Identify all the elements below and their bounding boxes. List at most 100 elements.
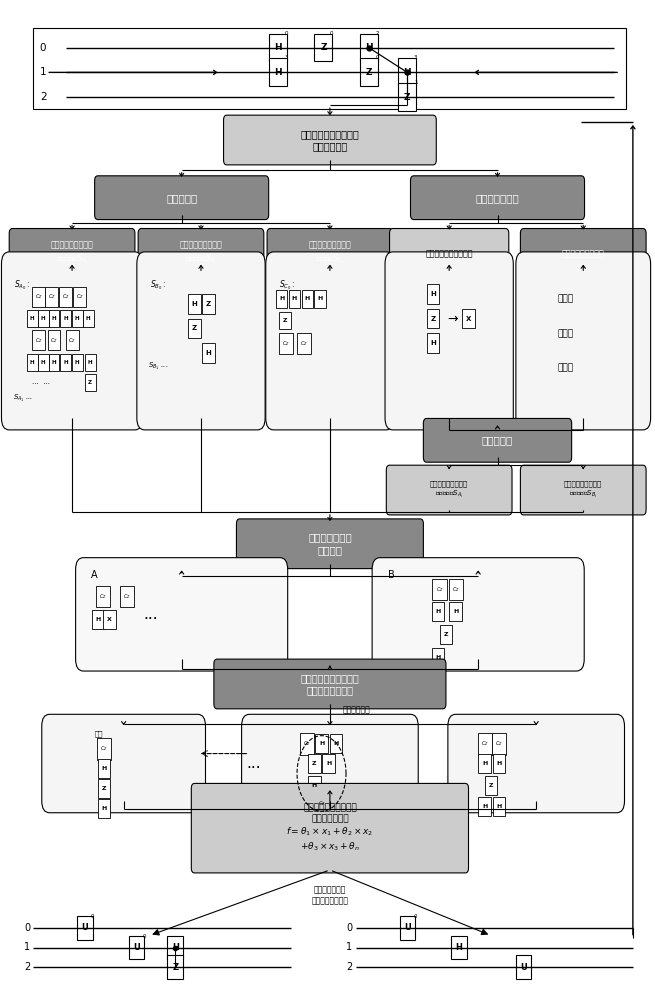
Text: H: H	[52, 360, 56, 365]
Text: H: H	[455, 943, 462, 952]
Text: ...: ...	[246, 756, 261, 771]
Text: 0: 0	[285, 31, 288, 36]
Text: 新一代染色体: 新一代染色体	[343, 706, 371, 715]
FancyBboxPatch shape	[515, 955, 531, 979]
FancyBboxPatch shape	[72, 310, 83, 327]
FancyBboxPatch shape	[314, 34, 333, 61]
FancyBboxPatch shape	[267, 229, 393, 278]
Text: $\rightarrow$: $\rightarrow$	[445, 312, 459, 325]
FancyBboxPatch shape	[449, 602, 462, 621]
FancyBboxPatch shape	[493, 797, 505, 816]
Text: ...: ...	[143, 607, 158, 622]
Text: Z: Z	[430, 316, 436, 322]
Text: 等价替换编码集: 等价替换编码集	[476, 193, 519, 203]
Text: 1: 1	[40, 67, 47, 77]
FancyBboxPatch shape	[48, 310, 60, 327]
FancyBboxPatch shape	[42, 714, 206, 813]
Text: 突变: 突变	[94, 730, 103, 737]
FancyBboxPatch shape	[462, 309, 475, 328]
Text: Z: Z	[172, 963, 178, 972]
FancyBboxPatch shape	[168, 955, 183, 979]
FancyBboxPatch shape	[426, 309, 440, 328]
Text: H: H	[75, 316, 79, 321]
Text: 规则一: 规则一	[557, 294, 574, 303]
Text: Z: Z	[404, 93, 411, 102]
Text: H: H	[333, 741, 339, 746]
Text: X: X	[466, 316, 471, 322]
Text: H: H	[319, 741, 324, 746]
FancyBboxPatch shape	[411, 176, 584, 220]
FancyBboxPatch shape	[432, 579, 447, 600]
Text: 1: 1	[346, 942, 352, 952]
FancyBboxPatch shape	[32, 330, 45, 350]
Text: H: H	[482, 804, 487, 809]
Text: $S_{B_0}:$: $S_{B_0}:$	[150, 279, 166, 292]
Text: Z: Z	[102, 786, 107, 791]
FancyBboxPatch shape	[386, 465, 512, 515]
Text: 基于量子线路计算量的
适应度评价方法
$f=\theta_1\times x_1+\theta_2\times x_2$
$+\theta_3\times x_: 基于量子线路计算量的 适应度评价方法 $f=\theta_1\times x_1…	[286, 803, 373, 853]
Text: H: H	[41, 360, 45, 365]
FancyBboxPatch shape	[360, 34, 378, 61]
Text: H: H	[496, 804, 502, 809]
Text: 3: 3	[414, 55, 417, 60]
Text: 基于树结构的量子门染
色体初代表示: 基于树结构的量子门染 色体初代表示	[301, 129, 360, 151]
Text: 0: 0	[413, 914, 417, 919]
FancyBboxPatch shape	[451, 936, 466, 959]
FancyBboxPatch shape	[479, 797, 491, 816]
FancyBboxPatch shape	[479, 754, 491, 773]
Text: H: H	[326, 761, 331, 766]
FancyBboxPatch shape	[97, 738, 111, 760]
FancyBboxPatch shape	[168, 936, 183, 959]
FancyBboxPatch shape	[84, 374, 96, 391]
FancyBboxPatch shape	[242, 714, 419, 813]
Text: Z: Z	[365, 68, 372, 77]
Text: Z: Z	[88, 380, 92, 385]
Text: Z: Z	[206, 301, 212, 307]
FancyBboxPatch shape	[398, 83, 417, 111]
Text: 双比特量子门融合树
结构编码集$S_{A_i}$: 双比特量子门融合树 结构编码集$S_{A_i}$	[430, 480, 468, 500]
FancyBboxPatch shape	[98, 799, 111, 818]
Text: 2: 2	[375, 31, 379, 36]
FancyBboxPatch shape	[83, 310, 94, 327]
Text: 规则三: 规则三	[557, 364, 574, 373]
Text: 0: 0	[375, 55, 379, 60]
Text: H: H	[102, 806, 107, 811]
Text: 等价替换树结构编码集: 等价替换树结构编码集	[425, 249, 473, 258]
Text: $C_Z$: $C_Z$	[436, 585, 443, 594]
Text: Z: Z	[320, 43, 327, 52]
FancyBboxPatch shape	[449, 579, 462, 600]
Text: 赌轮选择法生成
父染色体: 赌轮选择法生成 父染色体	[308, 533, 352, 555]
Text: H: H	[292, 296, 297, 301]
Text: B: B	[388, 570, 394, 580]
FancyBboxPatch shape	[9, 229, 135, 278]
Text: H: H	[430, 291, 436, 297]
Text: $S_{A_0}:$: $S_{A_0}:$	[14, 279, 31, 292]
Text: H: H	[64, 316, 68, 321]
Text: H: H	[365, 43, 373, 52]
FancyBboxPatch shape	[138, 229, 264, 278]
Text: U: U	[133, 943, 140, 952]
Text: H: H	[29, 360, 35, 365]
FancyBboxPatch shape	[440, 625, 452, 644]
Text: $C_Z$: $C_Z$	[282, 339, 290, 348]
Text: Z: Z	[192, 325, 197, 331]
FancyBboxPatch shape	[426, 333, 440, 353]
FancyBboxPatch shape	[400, 916, 415, 940]
Text: $C_Z$: $C_Z$	[100, 744, 108, 753]
FancyBboxPatch shape	[45, 287, 58, 307]
Text: H: H	[453, 609, 458, 614]
Text: 0: 0	[346, 923, 352, 933]
FancyBboxPatch shape	[432, 648, 444, 667]
Text: A: A	[91, 570, 98, 580]
FancyBboxPatch shape	[520, 229, 646, 278]
FancyBboxPatch shape	[385, 252, 514, 430]
Text: H: H	[436, 609, 441, 614]
FancyBboxPatch shape	[73, 287, 86, 307]
Text: 所有量子门单根树结
构编码集$S_{C_i}$: 所有量子门单根树结 构编码集$S_{C_i}$	[309, 241, 351, 266]
Text: H: H	[482, 761, 487, 766]
Text: H: H	[29, 316, 35, 321]
FancyBboxPatch shape	[202, 294, 215, 314]
Text: H: H	[192, 301, 197, 307]
Text: 0: 0	[330, 31, 333, 36]
Text: $S_{B_1}$ ...: $S_{B_1}$ ...	[149, 361, 169, 372]
